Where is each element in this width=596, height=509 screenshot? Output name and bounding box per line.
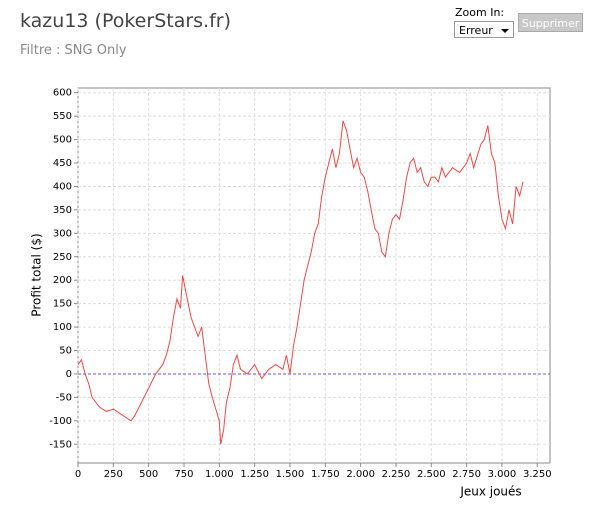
delete-button[interactable]: Supprimer	[518, 13, 583, 32]
x-tick-label: 1.000	[205, 469, 234, 480]
y-tick-label: 0	[66, 369, 72, 380]
profit-line	[77, 120, 524, 445]
filter-label: Filtre : SNG Only	[20, 43, 127, 58]
y-axis-label: Profit total ($)	[30, 233, 44, 316]
x-tick-label: 750	[174, 469, 193, 480]
y-tick-label: 450	[53, 158, 72, 169]
x-tick-label: 1.250	[240, 469, 269, 480]
y-tick-label: 50	[59, 346, 72, 357]
page-title: kazu13 (PokerStars.fr)	[20, 10, 232, 32]
x-tick-label: 2.750	[452, 469, 481, 480]
zoom-label: Zoom In:	[455, 6, 505, 19]
y-tick-label: 400	[53, 181, 72, 192]
plot-area	[77, 87, 551, 464]
y-tick-label: -100	[49, 416, 72, 427]
x-tick-label: 2.250	[382, 469, 411, 480]
x-tick-label: 0	[75, 469, 81, 480]
zoom-select[interactable]: Erreur	[454, 21, 514, 38]
x-tick-label: 250	[104, 469, 123, 480]
y-tick-label: 250	[53, 252, 72, 263]
y-tick-label: 150	[53, 299, 72, 310]
y-tick-label: 500	[53, 135, 72, 146]
x-tick-label: 3.000	[488, 469, 517, 480]
x-tick-label: 1.750	[311, 469, 340, 480]
y-tick-label: 200	[53, 275, 72, 286]
y-tick-label: 100	[53, 322, 72, 333]
y-tick-label: 550	[53, 111, 72, 122]
y-tick-label: 350	[53, 205, 72, 216]
y-tick-label: 600	[53, 88, 72, 99]
y-tick-label: 300	[53, 228, 72, 239]
x-tick-label: 1.500	[276, 469, 305, 480]
x-tick-label: 500	[139, 469, 158, 480]
x-tick-label: 2.500	[417, 469, 446, 480]
x-tick-label: 2.000	[346, 469, 375, 480]
y-tick-label: -50	[56, 392, 72, 403]
y-tick-label: -150	[49, 439, 72, 450]
x-tick-label: 3.250	[523, 469, 552, 480]
x-axis-label: Jeux joués	[459, 485, 521, 499]
